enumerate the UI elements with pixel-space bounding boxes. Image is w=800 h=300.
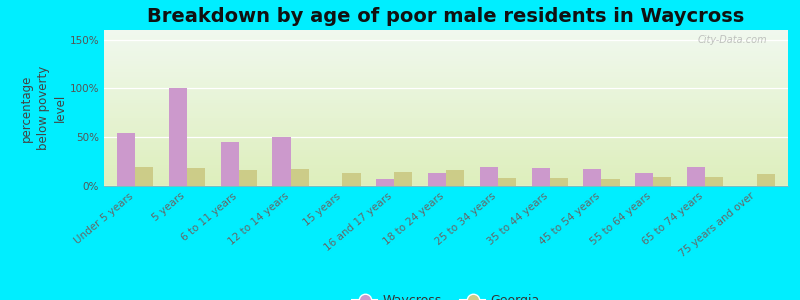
Bar — [104, 85, 788, 87]
Bar — [104, 61, 788, 64]
Bar — [480, 167, 498, 186]
Text: City-Data.com: City-Data.com — [698, 35, 767, 45]
Bar — [104, 51, 788, 53]
Bar — [342, 173, 361, 186]
Bar — [104, 98, 788, 100]
Bar — [104, 160, 788, 163]
Bar — [104, 82, 788, 85]
Bar — [104, 35, 788, 38]
Bar — [104, 74, 788, 77]
Bar — [104, 48, 788, 51]
Bar — [104, 87, 788, 90]
Bar — [654, 177, 671, 186]
Bar — [104, 131, 788, 134]
Bar — [104, 66, 788, 69]
Bar — [135, 167, 154, 186]
Bar — [104, 113, 788, 116]
Bar — [104, 139, 788, 142]
Bar — [104, 124, 788, 126]
Bar — [104, 173, 788, 176]
Bar — [104, 38, 788, 40]
Bar — [104, 80, 788, 82]
Bar — [104, 152, 788, 155]
Bar — [446, 170, 464, 186]
Bar — [104, 129, 788, 131]
Bar — [376, 179, 394, 186]
Bar — [104, 30, 788, 33]
Title: Breakdown by age of poor male residents in Waycross: Breakdown by age of poor male residents … — [147, 7, 745, 26]
Bar — [602, 179, 619, 186]
Bar — [705, 177, 723, 186]
Bar — [104, 40, 788, 43]
Bar — [104, 118, 788, 121]
Legend: Waycross, Georgia: Waycross, Georgia — [347, 289, 545, 300]
Bar — [104, 58, 788, 61]
Bar — [104, 69, 788, 72]
Bar — [104, 108, 788, 111]
Bar — [104, 126, 788, 129]
Bar — [104, 121, 788, 124]
Bar — [104, 100, 788, 103]
Bar — [104, 64, 788, 66]
Bar — [104, 53, 788, 56]
Bar — [635, 173, 654, 186]
Bar — [104, 33, 788, 35]
Bar — [273, 137, 290, 186]
Bar — [169, 88, 187, 186]
Bar — [104, 105, 788, 108]
Bar — [531, 168, 550, 186]
Bar — [104, 77, 788, 80]
Bar — [104, 116, 788, 118]
Bar — [104, 43, 788, 46]
Bar — [550, 178, 568, 186]
Bar — [394, 172, 412, 186]
Y-axis label: percentage
below poverty
level: percentage below poverty level — [20, 66, 66, 150]
Bar — [104, 144, 788, 147]
Bar — [104, 142, 788, 144]
Bar — [104, 136, 788, 139]
Bar — [104, 181, 788, 183]
Bar — [104, 90, 788, 92]
Bar — [104, 176, 788, 178]
Bar — [104, 111, 788, 113]
Bar — [104, 183, 788, 186]
Bar — [104, 168, 788, 170]
Bar — [428, 173, 446, 186]
Bar — [104, 158, 788, 160]
Bar — [104, 95, 788, 98]
Bar — [290, 169, 309, 186]
Bar — [104, 46, 788, 48]
Bar — [117, 133, 135, 186]
Bar — [104, 155, 788, 158]
Bar — [104, 72, 788, 74]
Bar — [687, 167, 705, 186]
Bar — [104, 147, 788, 150]
Bar — [104, 150, 788, 152]
Bar — [104, 134, 788, 136]
Bar — [104, 165, 788, 168]
Bar — [104, 56, 788, 58]
Bar — [757, 174, 775, 186]
Bar — [104, 92, 788, 95]
Bar — [583, 169, 602, 186]
Bar — [238, 170, 257, 186]
Bar — [221, 142, 238, 186]
Bar — [187, 168, 205, 186]
Bar — [104, 170, 788, 173]
Bar — [498, 178, 516, 186]
Bar — [104, 178, 788, 181]
Bar — [104, 103, 788, 105]
Bar — [104, 163, 788, 165]
